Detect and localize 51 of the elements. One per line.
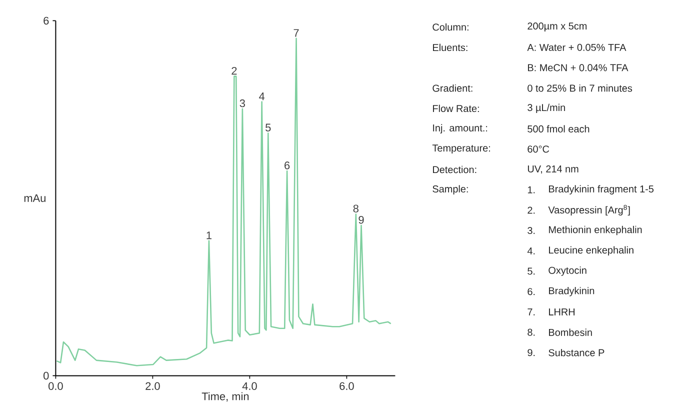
text: Column: xyxy=(432,23,468,31)
text: 3 µL/min xyxy=(528,104,565,114)
text: UV, 214 nm xyxy=(528,165,578,174)
y-axis-title: mAu xyxy=(24,194,46,202)
text: Temperature: xyxy=(432,144,490,154)
x-tick-label: 4.0 xyxy=(242,382,257,390)
text: LHRH xyxy=(549,308,575,316)
text: 3. xyxy=(528,226,535,234)
annotation: 1 xyxy=(206,232,212,240)
text: Flow Rate: xyxy=(433,104,479,112)
text: 2. xyxy=(528,206,535,214)
text: Leucine enkephalin xyxy=(549,246,634,256)
text: Substance P xyxy=(548,348,604,356)
text: 1. xyxy=(528,186,535,194)
y-tick-label: 0 xyxy=(44,372,49,380)
text: Bradykinin fragment 1-5 xyxy=(549,185,654,194)
annotation: 2 xyxy=(232,66,237,75)
text: 8. xyxy=(528,328,535,336)
annotation: 4 xyxy=(259,92,265,100)
x-tick-label: 6.0 xyxy=(340,382,354,390)
text: 5. xyxy=(528,268,535,275)
text: Bombesin xyxy=(549,328,592,336)
text: Bradykinin xyxy=(549,286,594,296)
line-series xyxy=(56,38,392,366)
text: 7. xyxy=(528,308,535,316)
annotation: 9 xyxy=(358,216,364,224)
text: Oxytocin xyxy=(548,266,586,276)
text: 9. xyxy=(528,349,535,356)
text: Gradient: xyxy=(432,84,472,92)
x-tick-label: 0.0 xyxy=(48,382,63,390)
annotation: 7 xyxy=(294,29,299,37)
text: 200µm x 5cm xyxy=(528,22,587,32)
text: 0 to 25% B in 7 minutes xyxy=(528,84,632,92)
x-axis-title: Time, min xyxy=(202,392,249,402)
text: 60°C xyxy=(528,146,550,153)
text: B: MeCN + 0.04% TFA xyxy=(528,64,628,72)
text: Vasopressin [Arg$^{8}$] xyxy=(548,204,630,216)
text: 6. xyxy=(528,288,535,296)
text: Detection: xyxy=(433,166,476,174)
text: Sample: xyxy=(432,185,468,194)
annotation: 8 xyxy=(353,204,358,212)
annotation: 6 xyxy=(284,162,290,170)
text: A: Water + 0.05% TFA xyxy=(527,44,626,51)
text: 500 fmol each xyxy=(528,125,590,132)
text: Methionin enkephalin xyxy=(549,226,642,236)
x-tick-label: 2.0 xyxy=(146,382,160,390)
text: 4. xyxy=(527,247,535,254)
text: Eluents: xyxy=(433,44,468,52)
annotation: 3 xyxy=(240,99,245,108)
text: Inj. amount.: xyxy=(433,124,488,134)
annotation: 5 xyxy=(266,124,271,132)
